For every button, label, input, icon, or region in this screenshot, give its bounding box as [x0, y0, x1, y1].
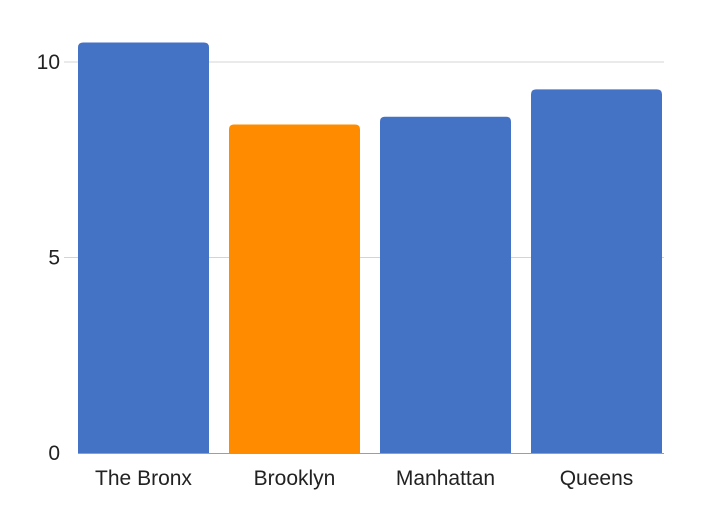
- y-tick-label: 5: [48, 247, 60, 270]
- x-tick-label: Brooklyn: [254, 467, 336, 490]
- x-tick-label: Manhattan: [396, 467, 495, 490]
- bar-brooklyn: [229, 124, 360, 453]
- bar-the-bronx: [78, 42, 209, 453]
- y-axis-ticks: 0 5 10: [37, 51, 60, 465]
- x-axis-labels: The Bronx Brooklyn Manhattan Queens: [95, 467, 633, 490]
- y-tick-label: 10: [37, 51, 60, 74]
- bar-queens: [531, 89, 662, 454]
- y-tick-label: 0: [48, 442, 60, 465]
- x-tick-label: The Bronx: [95, 467, 192, 490]
- x-tick-label: Queens: [560, 467, 634, 490]
- bars: [78, 42, 662, 454]
- bar-manhattan: [380, 116, 511, 454]
